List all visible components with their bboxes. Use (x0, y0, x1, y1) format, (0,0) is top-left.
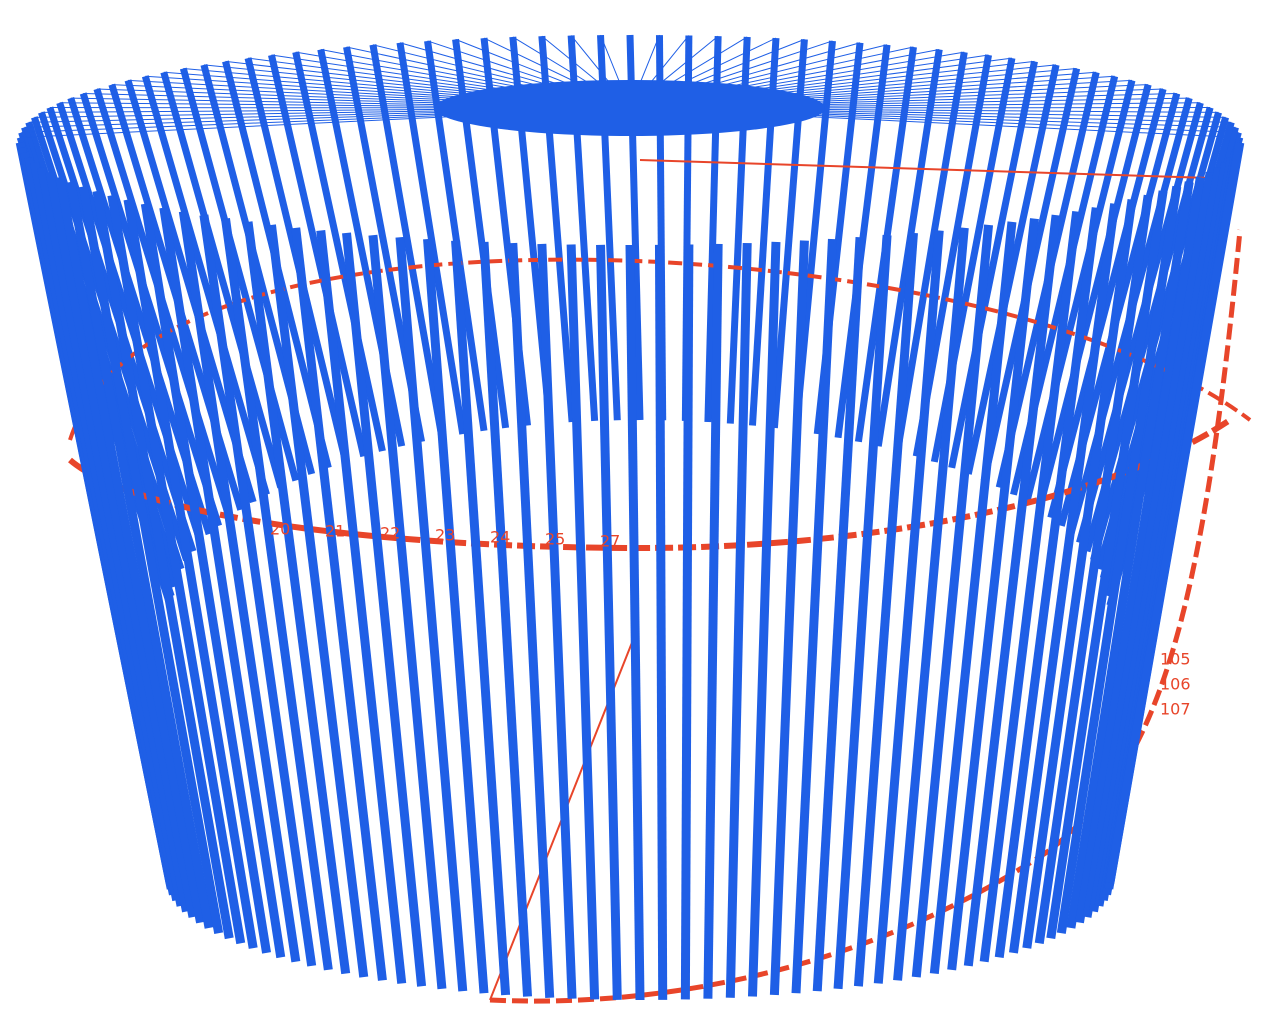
node-label: 22 (380, 524, 400, 543)
node-label: 105 (1160, 650, 1191, 669)
page: 20212223242527105106107 (() => { const d… (0, 0, 1261, 1024)
bar (659, 245, 662, 1000)
hub (435, 80, 825, 136)
node-label: 23 (435, 526, 455, 545)
node-label: 107 (1160, 700, 1191, 719)
graph-scene: 20 21 22 23 24 25 27 105 106 107 (0, 0, 1261, 1024)
bar (685, 245, 689, 1000)
node-label: 27 (600, 532, 620, 551)
node-label: 21 (325, 522, 345, 541)
node-label: 24 (490, 528, 510, 547)
node-label: 106 (1160, 675, 1191, 694)
node-label: 20 (270, 520, 290, 539)
node-label: 25 (545, 530, 565, 549)
